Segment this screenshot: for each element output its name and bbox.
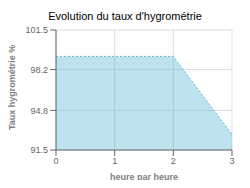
svg-text:1: 1 xyxy=(112,156,117,166)
html-text:Evolution du taux d'hygrométri: Evolution du taux d'hygrométrie xyxy=(48,10,202,22)
svg-text:0: 0 xyxy=(53,156,58,166)
svg-text:94.8: 94.8 xyxy=(30,106,48,116)
svg-text:101.5: 101.5 xyxy=(25,25,48,35)
svg-text:Taux hygrométrie %: Taux hygrométrie % xyxy=(8,45,17,130)
svg-text:2: 2 xyxy=(171,156,176,166)
svg-text:3: 3 xyxy=(229,156,234,166)
svg-text:98.2: 98.2 xyxy=(30,65,48,75)
svg-text:heure par heure: heure par heure xyxy=(110,172,178,180)
svg-text:91.5: 91.5 xyxy=(30,145,48,155)
